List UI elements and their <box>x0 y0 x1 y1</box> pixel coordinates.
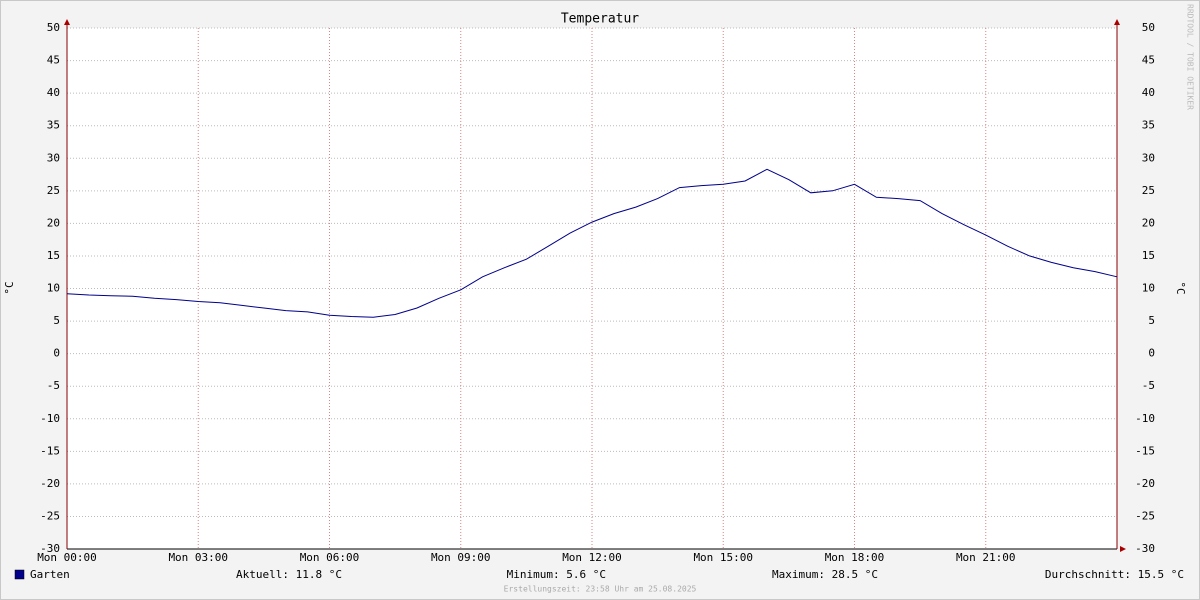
y-tick-label: 50 <box>47 21 60 34</box>
y2-tick-label: 35 <box>1142 119 1155 132</box>
y-tick-label: 25 <box>47 184 60 197</box>
x-tick-label: Mon 21:00 <box>956 551 1016 564</box>
axes <box>64 19 1126 552</box>
axis-arrow <box>1120 546 1126 552</box>
y-tick-label: -25 <box>40 509 60 522</box>
y-tick-label: -5 <box>47 379 60 392</box>
stat-value: 28.5 <box>832 568 859 581</box>
y2-tick-label: 30 <box>1142 151 1155 164</box>
stat-label: Durchschnitt: <box>1045 568 1131 581</box>
y2-tick-label: -20 <box>1135 477 1155 490</box>
axis-arrow <box>1114 19 1120 25</box>
grid <box>66 27 1117 550</box>
y-tick-label: -30 <box>40 542 60 555</box>
stat-value: 11.8 <box>296 568 323 581</box>
y2-axis-label: °C <box>1174 281 1187 294</box>
y2-tick-label: 5 <box>1148 314 1155 327</box>
stat-value: 15.5 <box>1138 568 1165 581</box>
stat-unit: °C <box>865 568 878 581</box>
watermark: RRDTOOL / TOBI OETIKER <box>1186 4 1195 110</box>
y2-tick-label: 20 <box>1142 216 1155 229</box>
y-tick-label: 35 <box>47 119 60 132</box>
x-tick-label: Mon 15:00 <box>693 551 753 564</box>
x-tick-label: Mon 18:00 <box>825 551 885 564</box>
y-tick-label: -15 <box>40 444 60 457</box>
y-tick-label: 30 <box>47 151 60 164</box>
y-tick-label: 40 <box>47 86 60 99</box>
stat-value: 5.6 <box>566 568 586 581</box>
y-tick-label: 20 <box>47 216 60 229</box>
footer: Erstellungszeit: 23:58 Uhr am 25.08.2025 <box>504 585 697 594</box>
y-tick-label: -10 <box>40 412 60 425</box>
y-tick-label: 10 <box>47 282 60 295</box>
y-tick-label: 15 <box>47 249 60 262</box>
stat-label: Minimum: <box>507 568 560 581</box>
stat-label: Maximum: <box>772 568 825 581</box>
y2-tick-label: 45 <box>1142 54 1155 67</box>
y2-tick-label: -5 <box>1142 379 1155 392</box>
y-tick-label: -20 <box>40 477 60 490</box>
y-tick-label: 5 <box>53 314 60 327</box>
stat-unit: °C <box>1171 568 1184 581</box>
axis-arrow <box>64 19 70 25</box>
x-tick-label: Mon 09:00 <box>431 551 491 564</box>
stat-unit: °C <box>329 568 342 581</box>
stat-label: Aktuell: <box>236 568 289 581</box>
legend-label: Garten <box>30 568 70 581</box>
chart-title: Temperatur <box>561 12 639 27</box>
y2-tick-label: -15 <box>1135 444 1155 457</box>
x-tick-label: Mon 12:00 <box>562 551 622 564</box>
x-tick-label: Mon 00:00 <box>37 551 97 564</box>
stat-unit: °C <box>593 568 606 581</box>
stat: Aktuell: 11.8 °C <box>236 568 342 581</box>
data-line <box>66 168 1118 318</box>
y2-tick-label: 10 <box>1142 282 1155 295</box>
y-tick-label: 0 <box>53 347 60 360</box>
stat: Maximum: 28.5 °C <box>772 568 878 581</box>
stat: Durchschnitt: 15.5 °C <box>1045 568 1184 581</box>
y2-tick-label: -10 <box>1135 412 1155 425</box>
legend-swatch <box>14 569 25 580</box>
y2-tick-label: 40 <box>1142 86 1155 99</box>
y2-tick-label: 0 <box>1148 347 1155 360</box>
y2-tick-label: 15 <box>1142 249 1155 262</box>
y2-tick-label: 50 <box>1142 21 1155 34</box>
stat: Minimum: 5.6 °C <box>507 568 606 581</box>
y-tick-label: 45 <box>47 54 60 67</box>
x-tick-label: Mon 06:00 <box>300 551 360 564</box>
x-tick-label: Mon 03:00 <box>168 551 228 564</box>
y2-tick-label: -30 <box>1135 542 1155 555</box>
y-axis-label: °C <box>3 281 16 294</box>
y2-tick-label: 25 <box>1142 184 1155 197</box>
y2-tick-label: -25 <box>1135 509 1155 522</box>
